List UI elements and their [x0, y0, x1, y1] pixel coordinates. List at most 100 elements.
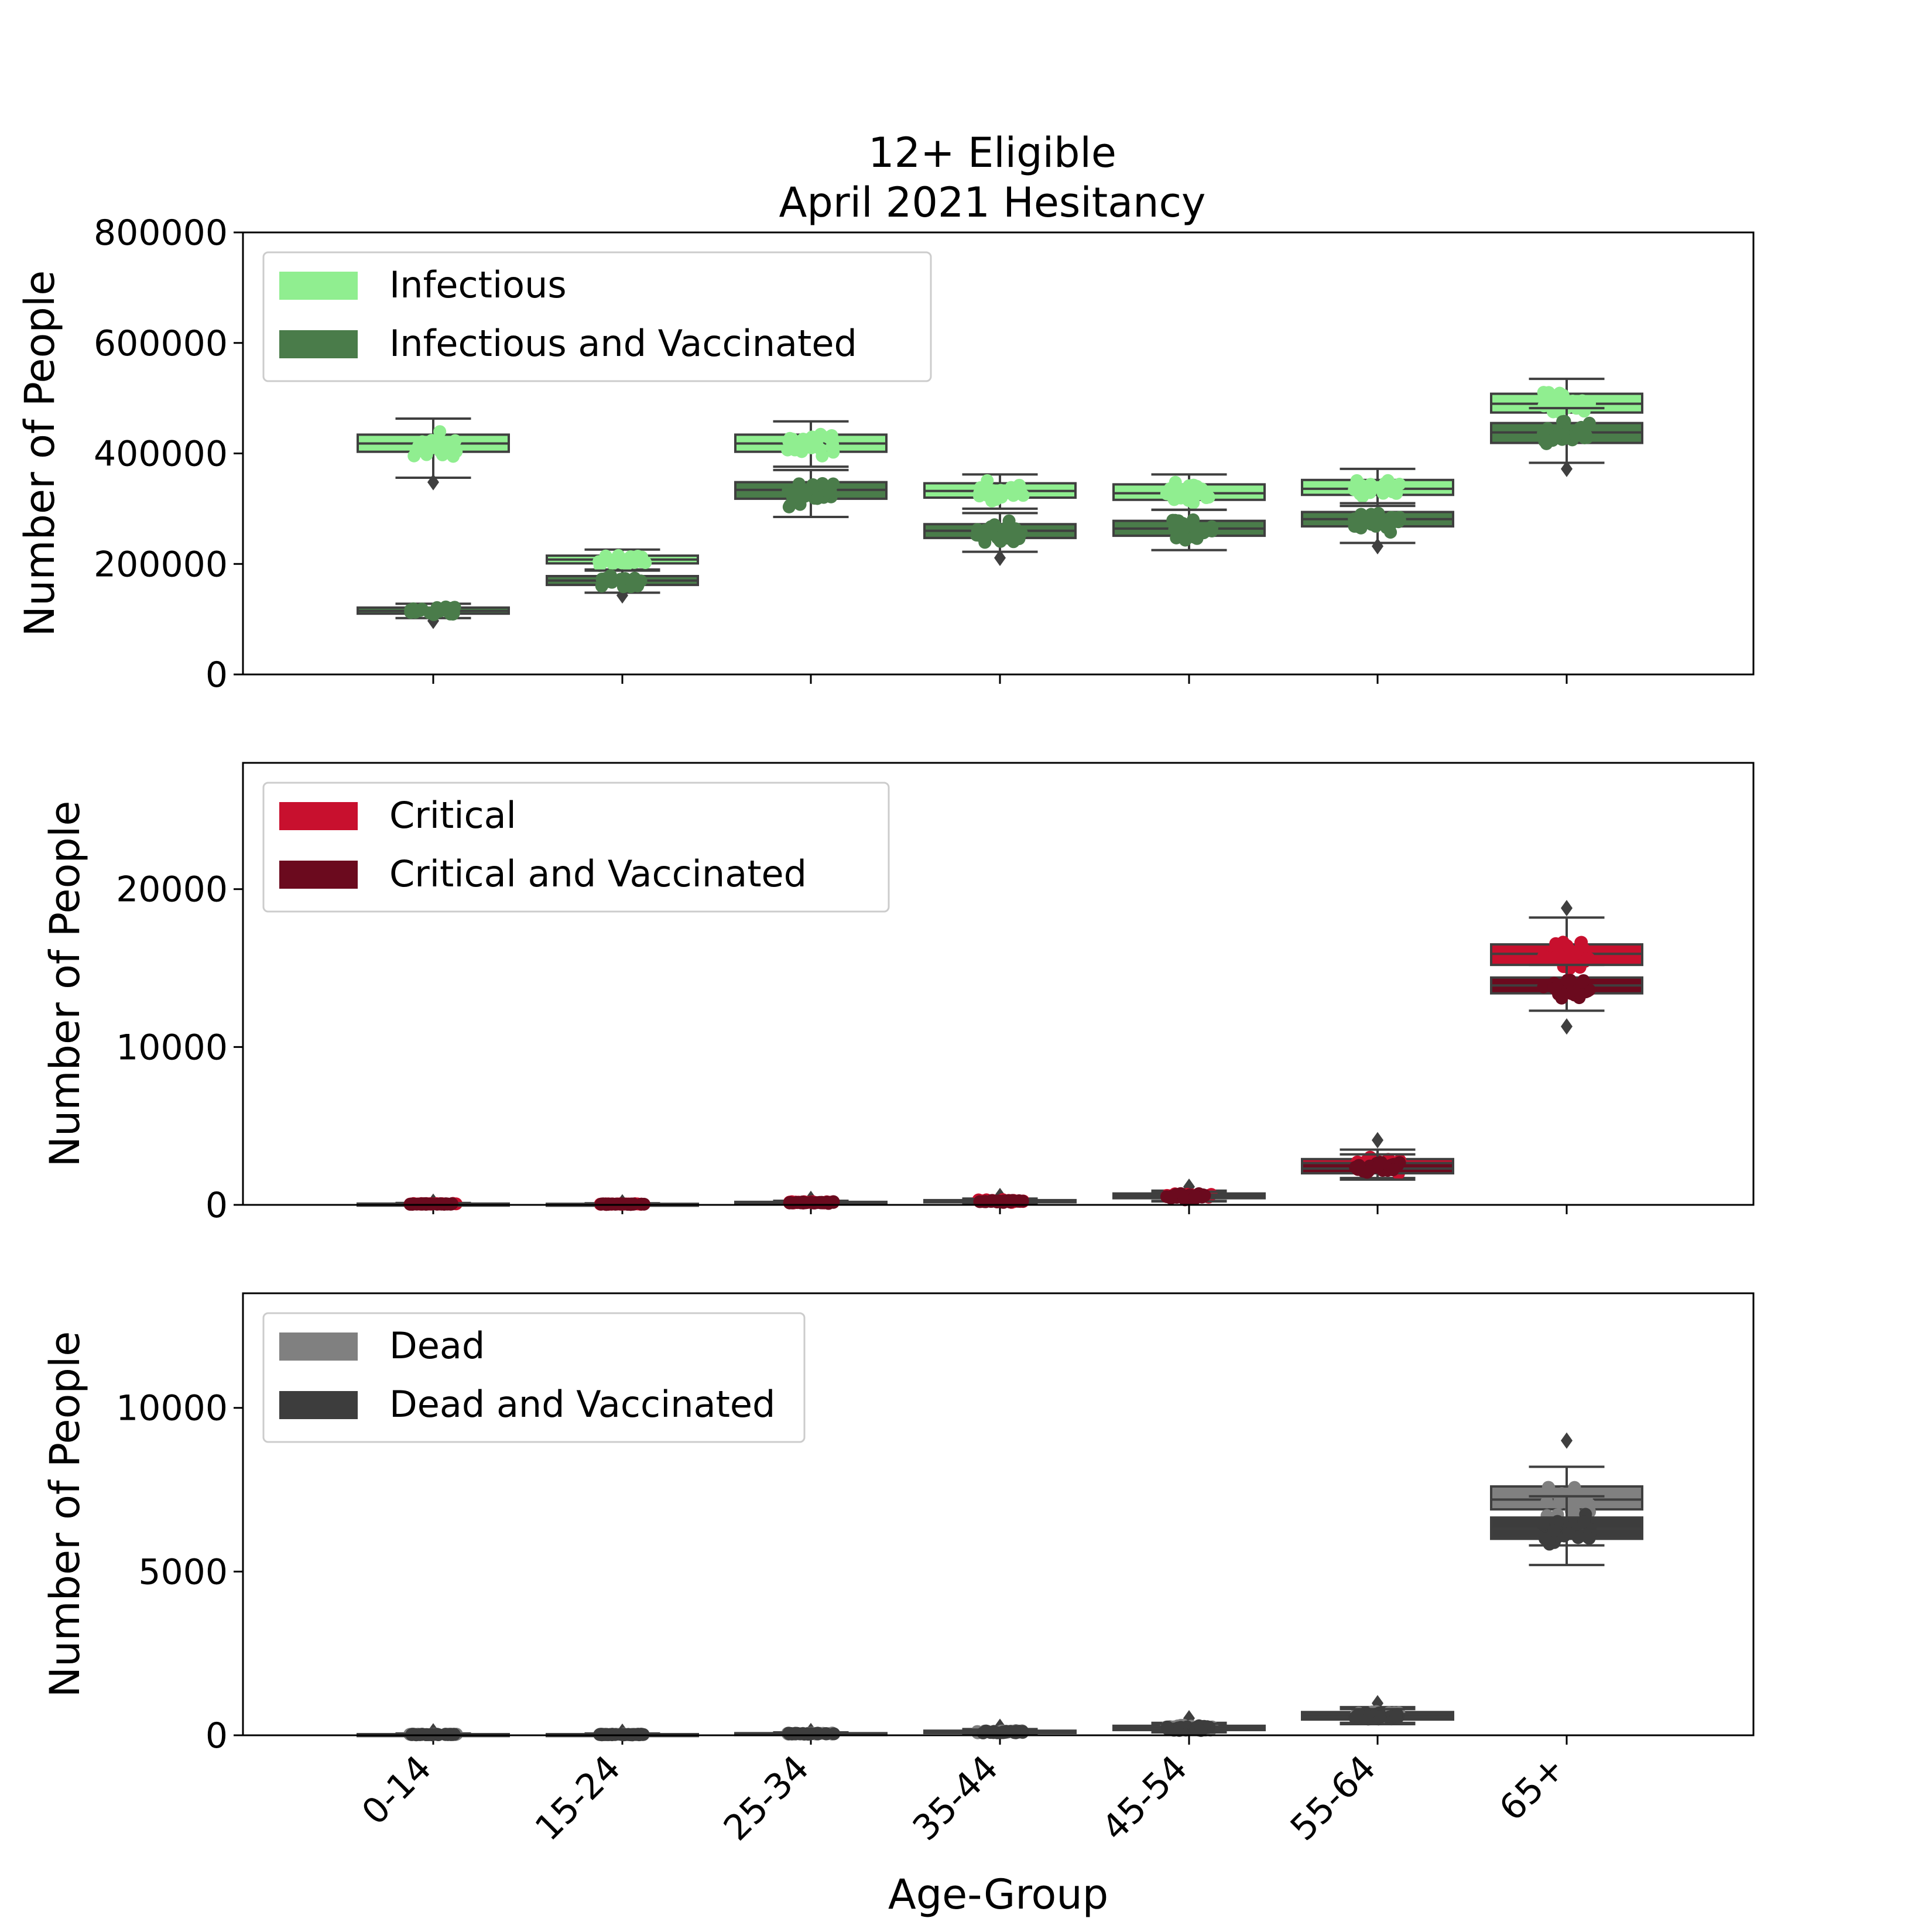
sample-point [1582, 1532, 1596, 1545]
outlier-marker [427, 474, 439, 491]
legend: Critical Critical and Vaccinated [262, 782, 890, 913]
sample-point [784, 1727, 797, 1741]
box-55-64 [1301, 502, 1454, 555]
sample-point [1539, 1532, 1552, 1546]
sample-point [1553, 386, 1566, 400]
y-tick-label: 5000 [138, 1551, 228, 1592]
sample-point [600, 553, 614, 566]
legend-swatch [279, 330, 358, 358]
sample-point [612, 553, 625, 567]
box-65+ [1490, 964, 1643, 1035]
sample-point [1577, 405, 1591, 418]
sample-point [1562, 1527, 1575, 1540]
chart-title-line1: 12+ Eligible [868, 129, 1116, 177]
chart-title-line2: April 2021 Hesitancy [779, 179, 1206, 227]
legend-label: Critical and Vaccinated [389, 852, 807, 895]
legend-swatch [279, 272, 358, 300]
sample-point [1002, 523, 1016, 537]
sample-point [425, 434, 439, 447]
sample-point [407, 603, 420, 616]
sample-point [1549, 982, 1562, 995]
sample-point [821, 430, 835, 444]
legend-label: Infectious and Vaccinated [389, 322, 857, 365]
sample-point [616, 572, 629, 585]
sample-point [1564, 974, 1577, 987]
box-55-64 [1301, 467, 1454, 508]
y-tick-label: 0 [205, 1715, 228, 1756]
sample-point [1386, 1163, 1400, 1177]
sample-point [827, 477, 840, 491]
sample-point [1582, 416, 1596, 430]
sample-point [1537, 427, 1550, 440]
outlier-marker [1372, 538, 1383, 555]
legend-swatch [279, 861, 358, 889]
sample-point [1362, 1164, 1375, 1178]
plot-frame [242, 762, 1755, 1206]
legend-swatch [279, 802, 358, 830]
sample-point [448, 601, 461, 614]
sample-point [971, 523, 984, 536]
sample-point [1565, 1492, 1578, 1505]
sample-point [433, 425, 447, 439]
sample-point [1361, 1710, 1375, 1723]
y-tick-label: 200000 [94, 544, 228, 585]
y-tick-label: 600000 [94, 323, 228, 364]
sample-point [781, 443, 794, 457]
plot-frame [242, 1292, 1755, 1736]
sample-point [1184, 484, 1197, 497]
box-25-34 [734, 420, 888, 468]
sample-point [1575, 936, 1588, 949]
sample-point [981, 484, 995, 497]
legend-label: Critical [389, 794, 516, 837]
sample-point [1167, 489, 1181, 502]
sample-point [436, 448, 449, 461]
sample-point [639, 556, 652, 569]
sample-point [811, 492, 824, 505]
box-15-24 [546, 569, 699, 604]
y-tick-label: 0 [205, 1185, 228, 1226]
legend-frame [262, 1312, 806, 1443]
sample-point [1350, 1709, 1364, 1722]
plot-frame [242, 231, 1755, 676]
sample-point [1393, 478, 1406, 491]
sample-point [993, 533, 1006, 547]
y-tick-label: 20000 [116, 869, 228, 910]
sample-point [1372, 1158, 1386, 1171]
sample-point [442, 436, 455, 449]
outlier-marker [1561, 1432, 1573, 1449]
sample-point [786, 1196, 799, 1210]
sample-point [604, 569, 617, 583]
sample-point [405, 1728, 419, 1741]
sample-point [815, 1196, 828, 1210]
sample-point [1546, 434, 1559, 447]
sample-point [1577, 974, 1590, 987]
sample-point [827, 446, 840, 459]
sample-point [1008, 1725, 1021, 1738]
outlier-marker [1561, 1018, 1573, 1035]
sample-point [1006, 1194, 1019, 1207]
sample-point [618, 1197, 632, 1211]
series-2 [357, 407, 1643, 629]
sample-point [816, 477, 829, 490]
sample-point [981, 525, 994, 538]
sample-point [627, 555, 640, 568]
box-25-34 [734, 468, 888, 519]
legend: Dead Dead and Vaccinated [262, 1312, 806, 1443]
sample-point [1577, 1515, 1591, 1529]
legend-label: Dead [389, 1324, 485, 1367]
sample-point [1177, 1190, 1190, 1204]
sample-point [1170, 531, 1183, 544]
legend-frame [262, 782, 890, 913]
sample-point [429, 605, 442, 618]
box-55-64 [1301, 1153, 1454, 1181]
box-45-54 [1112, 508, 1266, 551]
sample-point [1555, 991, 1568, 1005]
sample-point [1580, 429, 1593, 443]
sample-point [1355, 478, 1368, 492]
sample-point [1547, 1524, 1561, 1537]
legend: Infectious Infectious and Vaccinated [262, 251, 932, 382]
sample-point [1389, 1710, 1403, 1723]
sample-point [1556, 936, 1570, 949]
